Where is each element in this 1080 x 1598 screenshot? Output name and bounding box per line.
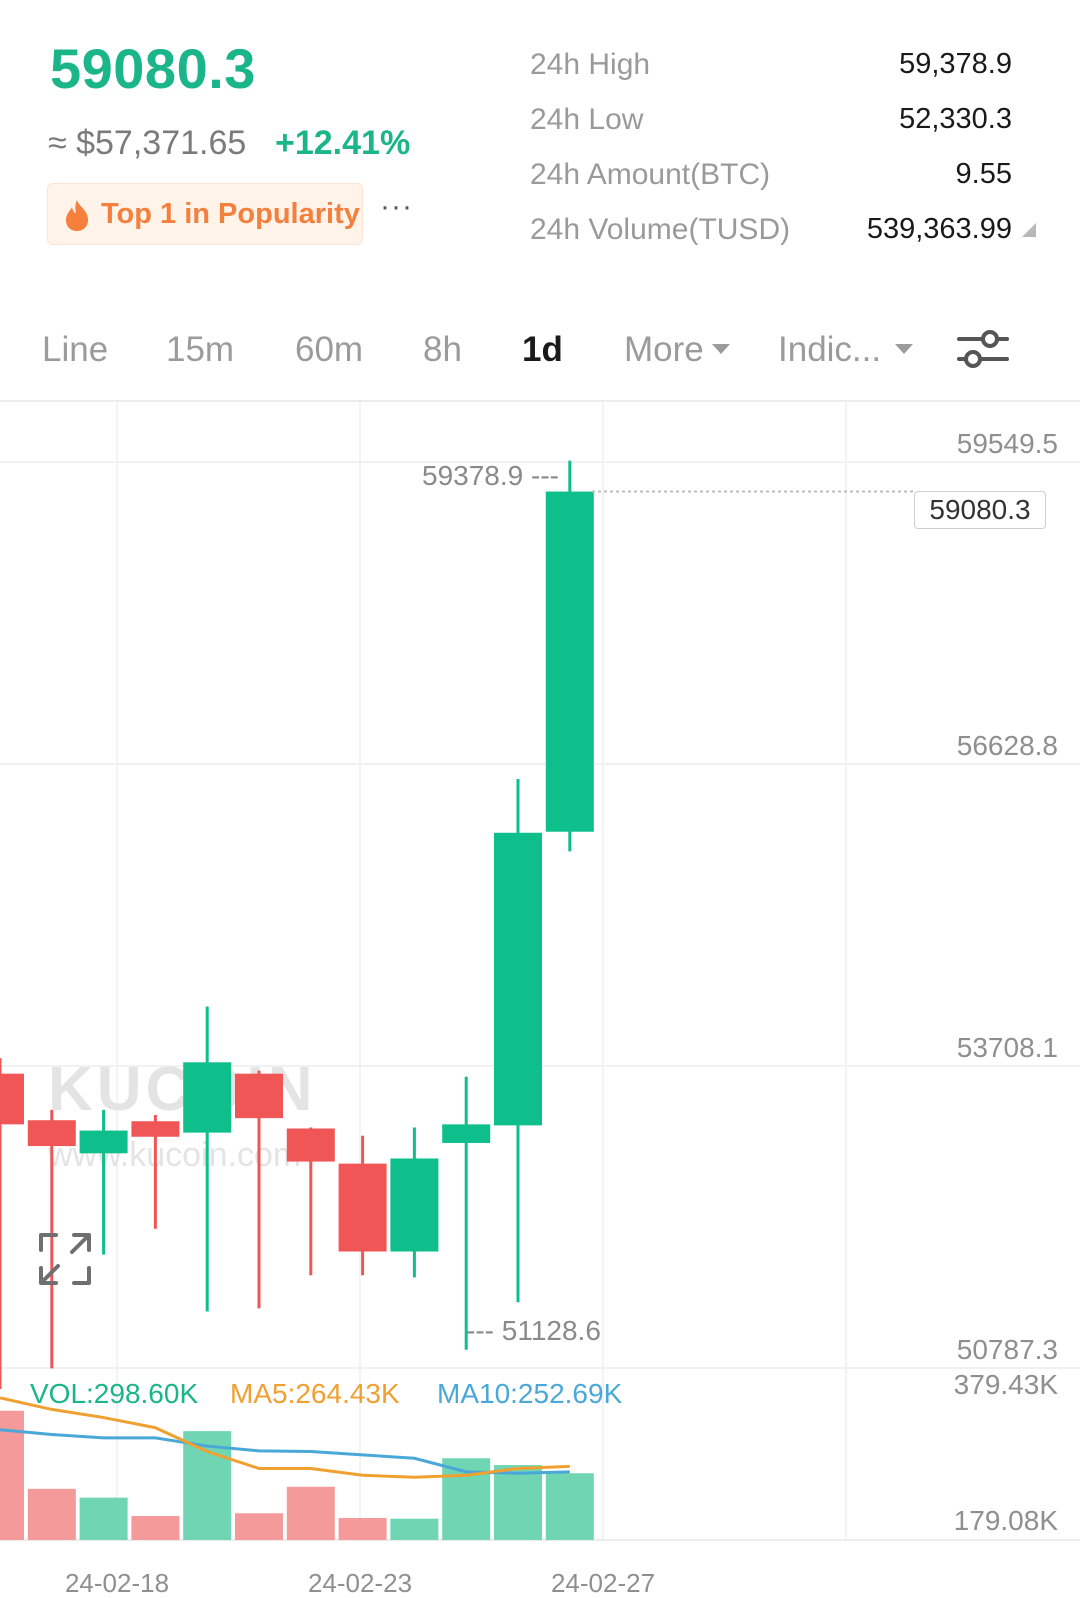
ma10-indicator: MA10:252.69K: [437, 1378, 623, 1409]
candle-body: [183, 1062, 232, 1133]
fire-icon: [66, 200, 88, 231]
stat-value-amount: 9.55: [955, 158, 1012, 190]
chart-grid: [0, 402, 1080, 1541]
tab-more-label: More: [624, 330, 704, 369]
volume-axis-label: 179.08K: [954, 1505, 1059, 1536]
price-axis-label: 59549.5: [957, 428, 1058, 459]
candlestick-chart[interactable]: KUCOIN www.kucoin.com 59378.9 --- --- 51…: [0, 402, 1080, 1598]
volume-bar: [183, 1431, 232, 1540]
volume-bar: [27, 1488, 76, 1540]
tabs-divider: [0, 400, 1080, 402]
candle-body: [79, 1130, 128, 1154]
volume-bar: [390, 1518, 439, 1540]
stat-label-low: 24h Low: [530, 103, 644, 136]
candle-body: [131, 1121, 180, 1137]
candle-body: [338, 1163, 387, 1252]
change-percent: +12.41%: [275, 124, 411, 162]
tab-60m[interactable]: 60m: [295, 330, 364, 369]
volume-bar: [286, 1486, 335, 1540]
high-marker: 59378.9 ---: [422, 460, 559, 491]
candle-body: [390, 1158, 439, 1252]
ma5-line: [0, 1396, 570, 1479]
price-axis-label: 56628.8: [957, 730, 1058, 761]
date-axis-label: 24-02-18: [65, 1568, 169, 1598]
candle-body: [27, 1120, 76, 1147]
ma10-line: [0, 1428, 570, 1475]
candle-body: [494, 832, 542, 1126]
candle-body: [0, 1073, 24, 1125]
more-options-icon[interactable]: ···: [380, 190, 413, 223]
volume-bars: [0, 1410, 594, 1540]
price-axis-label: 50787.3: [957, 1334, 1058, 1365]
low-marker: --- 51128.6: [466, 1315, 601, 1346]
candles: [0, 460, 594, 1390]
tab-line[interactable]: Line: [42, 330, 109, 369]
last-price: 59080.3: [50, 37, 256, 100]
sliders-icon[interactable]: [956, 326, 1010, 372]
tab-indicators-label: Indic...: [778, 330, 882, 369]
candle-body: [442, 1124, 491, 1143]
volume-bar: [494, 1465, 542, 1540]
stat-label-amount: 24h Amount(BTC): [530, 158, 771, 191]
chevron-down-icon: [895, 343, 914, 354]
chevron-down-icon: [711, 343, 730, 354]
volume-bar: [338, 1518, 387, 1540]
ma5-indicator: MA5:264.43K: [230, 1378, 400, 1409]
tab-more[interactable]: More: [624, 330, 730, 370]
tab-1d[interactable]: 1d: [522, 330, 563, 369]
candle-body: [235, 1073, 283, 1119]
tab-8h[interactable]: 8h: [423, 330, 462, 369]
volume-axis-label: 379.43K: [954, 1369, 1059, 1400]
stat-value-high: 59,378.9: [899, 48, 1012, 80]
stat-label-high: 24h High: [530, 48, 651, 81]
volume-bar: [235, 1513, 283, 1540]
stat-value-volume: 539,363.99: [866, 213, 1012, 245]
candle-body: [545, 491, 594, 832]
tab-indicators[interactable]: Indic...: [778, 330, 914, 370]
tab-15m[interactable]: 15m: [166, 330, 235, 369]
corner-triangle-icon: [1022, 223, 1036, 237]
current-price-tag: 59080.3: [914, 491, 1046, 529]
volume-bar: [131, 1515, 180, 1540]
popularity-badge[interactable]: Top 1 in Popularity: [47, 183, 363, 245]
date-axis-label: 24-02-27: [551, 1568, 655, 1598]
fiat-price: ≈ $57,371.65: [48, 124, 247, 162]
price-axis-label: 53708.1: [957, 1032, 1058, 1063]
stat-label-volume: 24h Volume(TUSD): [530, 213, 791, 246]
volume-bar: [79, 1497, 128, 1540]
vol-indicator: VOL:298.60K: [30, 1378, 199, 1409]
volume-bar: [545, 1473, 594, 1540]
popularity-label: Top 1 in Popularity: [101, 198, 360, 230]
candle-body: [286, 1128, 335, 1162]
date-axis-label: 24-02-23: [308, 1568, 412, 1598]
stat-value-low: 52,330.3: [899, 103, 1012, 135]
expand-icon[interactable]: [38, 1232, 92, 1286]
ma-lines: [0, 1396, 570, 1479]
